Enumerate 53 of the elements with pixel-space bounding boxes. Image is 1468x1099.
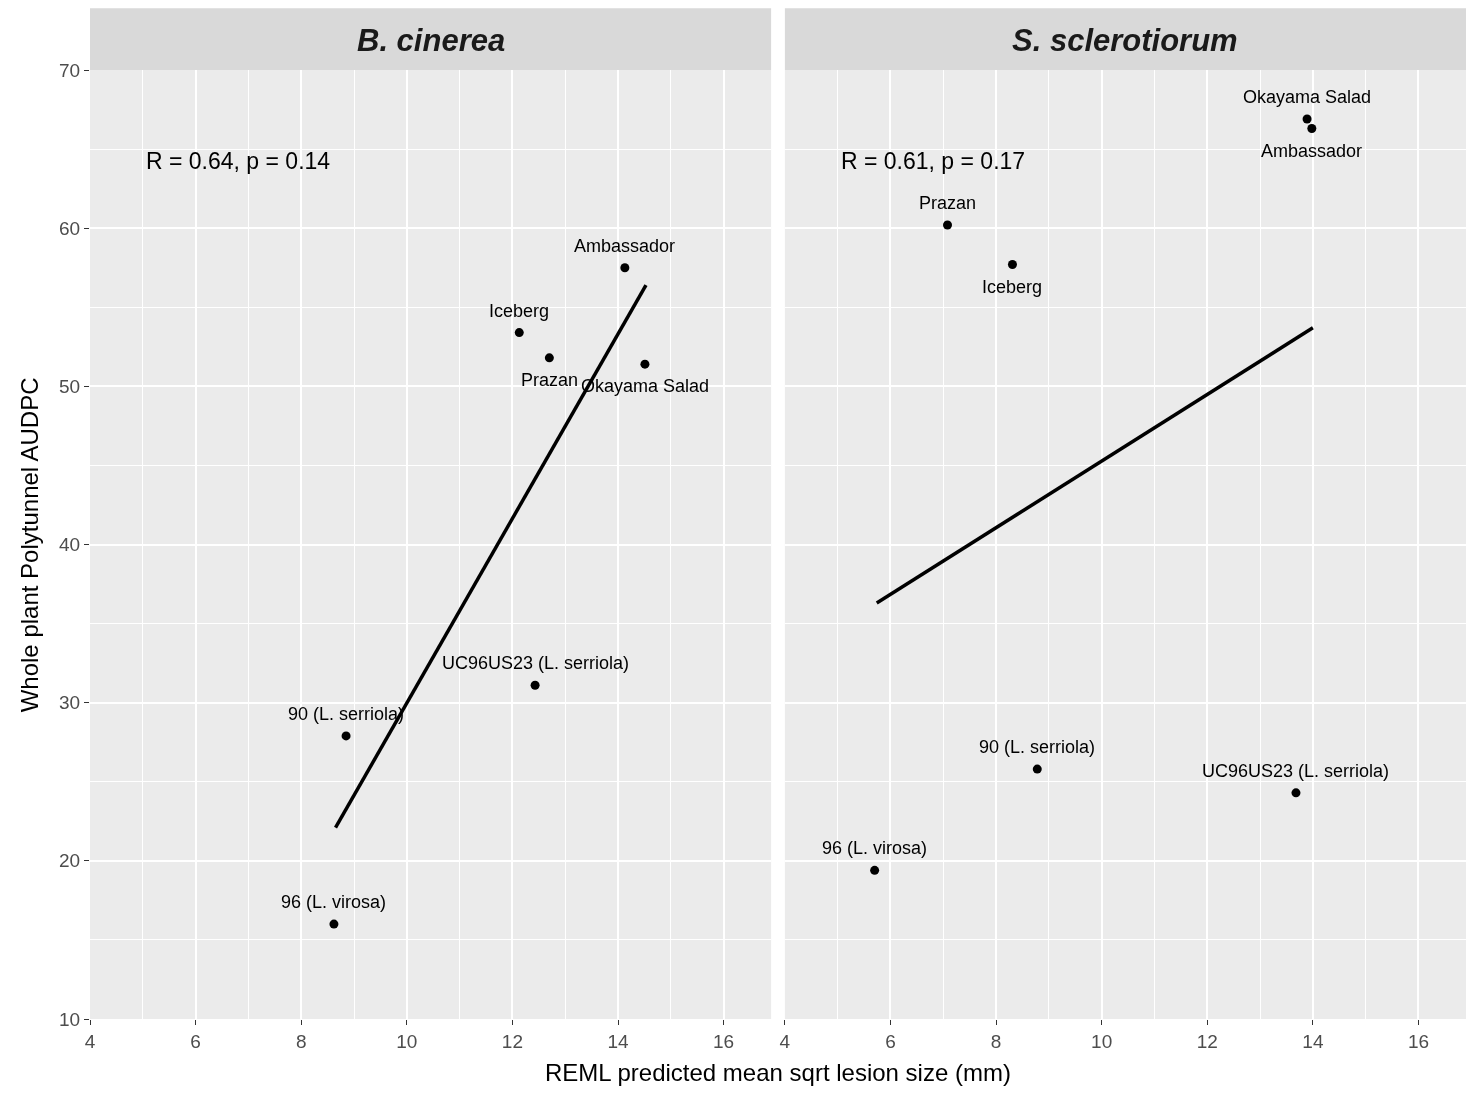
point xyxy=(514,328,524,338)
x-tick-label: 4 xyxy=(779,1030,791,1052)
y-tick-label: 30 xyxy=(59,692,81,714)
x-tick-label: 8 xyxy=(990,1030,1002,1052)
x-tick-label: 6 xyxy=(885,1030,896,1052)
point xyxy=(1307,124,1317,134)
point xyxy=(544,353,554,363)
y-tick-label: 40 xyxy=(59,534,81,556)
point xyxy=(1007,260,1017,270)
y-tick-label: 60 xyxy=(59,217,81,239)
annotation: R = 0.61, p = 0.17 xyxy=(841,148,1026,174)
x-tick-label: 10 xyxy=(1091,1030,1113,1052)
chart-title: B. cinerea xyxy=(357,23,506,58)
chart-title: S. sclerotiorum xyxy=(1012,23,1238,58)
point xyxy=(1291,788,1301,798)
annotation: 90 (L. serriola) xyxy=(979,737,1096,757)
point xyxy=(640,359,650,369)
point xyxy=(530,680,540,690)
y-tick-label: 10 xyxy=(59,1008,81,1030)
x-tick-label: 16 xyxy=(1407,1030,1430,1052)
x-tick-label: 14 xyxy=(607,1030,629,1052)
annotation: Iceberg xyxy=(982,277,1043,297)
point xyxy=(943,220,952,230)
point xyxy=(329,919,339,929)
annotation: UC96US23 (L. serriola) xyxy=(1202,761,1390,781)
annotation: Prazan xyxy=(521,370,579,390)
point xyxy=(870,865,880,875)
y-tick-label: 20 xyxy=(59,850,81,872)
x-tick-label: 14 xyxy=(1302,1030,1324,1052)
annotation: 96 (L. virosa) xyxy=(281,892,387,912)
y-axis-title: Whole plant Polytunnel AUDPC xyxy=(16,377,44,713)
point xyxy=(1032,764,1042,774)
y-tick-label: 50 xyxy=(59,375,81,397)
x-tick-label: 12 xyxy=(501,1030,523,1052)
x-tick-label: 16 xyxy=(713,1030,735,1052)
annotation: Iceberg xyxy=(489,301,550,321)
annotation: Okayama Salad xyxy=(1243,87,1372,107)
x-tick-label: 4 xyxy=(84,1030,96,1052)
x-tick-label: 12 xyxy=(1196,1030,1218,1052)
annotation: 96 (L. virosa) xyxy=(822,838,928,858)
x-tick-label: 6 xyxy=(190,1030,201,1052)
x-tick-label: 10 xyxy=(396,1030,418,1052)
x-axis-title: REML predicted mean sqrt lesion size (mm) xyxy=(545,1059,1011,1086)
annotation: R = 0.64, p = 0.14 xyxy=(146,148,331,174)
annotation: Ambassador xyxy=(1261,141,1363,161)
x-tick-label: 8 xyxy=(295,1030,307,1052)
point xyxy=(1302,114,1312,124)
point xyxy=(620,263,630,273)
y-tick-label: 70 xyxy=(59,59,81,81)
point xyxy=(341,731,351,741)
annotation: Prazan xyxy=(919,193,977,213)
annotation: Ambassador xyxy=(574,236,676,256)
annotation: UC96US23 (L. serriola) xyxy=(442,653,630,673)
